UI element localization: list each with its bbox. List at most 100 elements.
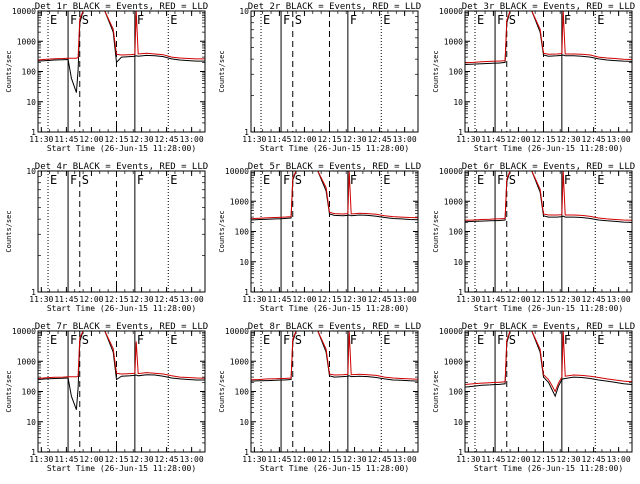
y-tick-label: 1 — [244, 128, 249, 137]
y-tick-label: 10000 — [439, 327, 463, 336]
y-tick-label: 100 — [449, 228, 464, 237]
x-tick-label: 13:00 — [393, 295, 417, 304]
x-tick-label: 12:45 — [155, 295, 179, 304]
y-axis-label: Counts/sec — [5, 50, 13, 92]
x-axis-label: Start Time (26-Jun-15 11:28:00) — [474, 144, 623, 153]
x-tick-label: 11:30 — [456, 455, 480, 464]
y-tick-label: 1000 — [230, 357, 249, 366]
panel-det-8: Det 8r BLACK = Events, RED = LLD Counts/s… — [218, 322, 421, 473]
marker-label: E — [50, 173, 57, 187]
y-tick-label: 100 — [22, 388, 37, 397]
series-events — [465, 11, 632, 65]
y-tick-label: 10000 — [225, 167, 249, 176]
marker-label: S — [82, 13, 89, 27]
x-tick-label: 11:45 — [481, 295, 505, 304]
x-axis-label: Start Time (26-Jun-15 11:28:00) — [474, 304, 623, 313]
marker-label: E — [597, 333, 604, 347]
y-axis-label: Counts/sec — [218, 210, 226, 252]
x-axis-label: Start Time (26-Jun-15 11:28:00) — [47, 304, 196, 313]
marker-label: E — [477, 333, 484, 347]
x-tick-label: 12:15 — [317, 455, 341, 464]
marker-label: E — [263, 333, 270, 347]
y-tick-label: 10000 — [225, 327, 249, 336]
panel-title: Det 2r BLACK = Events, RED = LLD — [248, 2, 421, 12]
y-tick-label: 1000 — [230, 197, 249, 206]
series-lld — [38, 331, 205, 379]
marker-label: F — [70, 13, 77, 27]
y-tick-label: 10 — [239, 7, 249, 16]
panel-det-3: Det 3r BLACK = Events, RED = LLD Counts/s… — [432, 2, 635, 153]
x-tick-label: 12:45 — [155, 455, 179, 464]
y-axis-label: Counts/sec — [432, 370, 440, 412]
panel-title: Det 5r BLACK = Events, RED = LLD — [248, 162, 421, 172]
y-tick-label: 1 — [458, 448, 463, 457]
marker-label: F — [497, 173, 504, 187]
marker-label: E — [263, 13, 270, 27]
series-lld — [465, 331, 632, 393]
panel-det-5: Det 5r BLACK = Events, RED = LLD Counts/s… — [218, 162, 421, 313]
x-tick-label: 11:45 — [481, 135, 505, 144]
marker-label: F — [350, 173, 357, 187]
y-tick-label: 100 — [235, 228, 250, 237]
marker-label: F — [564, 333, 571, 347]
x-axis-label: Start Time (26-Jun-15 11:28:00) — [260, 464, 409, 473]
y-tick-label: 1000 — [444, 357, 463, 366]
y-tick-label: 1 — [458, 288, 463, 297]
series-lld — [251, 171, 418, 220]
x-tick-label: 12:30 — [342, 455, 366, 464]
plot-frame — [250, 10, 419, 133]
marker-label: F — [283, 173, 290, 187]
panel-det-1: Det 1r BLACK = Events, RED = LLD Counts/s… — [5, 2, 208, 153]
marker-label: E — [170, 13, 177, 27]
marker-label: E — [383, 173, 390, 187]
x-tick-label: 12:00 — [506, 295, 530, 304]
plot-frame — [37, 10, 206, 133]
x-tick-label: 12:45 — [582, 295, 606, 304]
marker-label: S — [295, 333, 302, 347]
marker-label: E — [383, 13, 390, 27]
x-tick-label: 13:00 — [180, 455, 204, 464]
marker-label: F — [70, 333, 77, 347]
marker-label: S — [82, 333, 89, 347]
series-events — [465, 171, 632, 223]
x-tick-label: 12:30 — [129, 455, 153, 464]
x-tick-label: 12:15 — [531, 295, 555, 304]
series-events — [38, 331, 205, 410]
y-tick-label: 100 — [235, 388, 250, 397]
x-tick-label: 13:00 — [607, 455, 631, 464]
x-tick-label: 12:45 — [155, 135, 179, 144]
x-tick-label: 12:30 — [556, 295, 580, 304]
x-tick-label: 12:00 — [292, 295, 316, 304]
panel-title: Det 7r BLACK = Events, RED = LLD — [35, 322, 208, 332]
panel-title: Det 9r BLACK = Events, RED = LLD — [462, 322, 635, 332]
y-tick-label: 10 — [239, 258, 249, 267]
x-tick-label: 11:30 — [456, 295, 480, 304]
series-events — [465, 331, 632, 398]
y-tick-label: 10000 — [439, 7, 463, 16]
y-axis-label: Counts/sec — [432, 50, 440, 92]
x-axis-label: Start Time (26-Jun-15 11:28:00) — [47, 464, 196, 473]
marker-label: F — [70, 173, 77, 187]
marker-label: F — [283, 13, 290, 27]
y-tick-label: 10000 — [12, 327, 36, 336]
y-tick-label: 1 — [31, 448, 36, 457]
panel-title: Det 3r BLACK = Events, RED = LLD — [462, 2, 635, 12]
x-tick-label: 12:00 — [79, 295, 103, 304]
y-tick-label: 10 — [26, 418, 36, 427]
y-tick-label: 1 — [458, 128, 463, 137]
series-lld — [251, 331, 418, 381]
x-tick-label: 12:45 — [368, 455, 392, 464]
x-tick-label: 12:15 — [104, 295, 128, 304]
y-tick-label: 10 — [26, 167, 36, 176]
series-events — [251, 171, 418, 221]
y-tick-label: 10000 — [12, 7, 36, 16]
x-tick-label: 11:45 — [267, 295, 291, 304]
marker-label: S — [295, 173, 302, 187]
y-tick-label: 10 — [453, 258, 463, 267]
series-lld — [38, 11, 205, 61]
x-tick-label: 11:30 — [242, 295, 266, 304]
y-tick-label: 1 — [244, 288, 249, 297]
panel-det-4: Det 4r BLACK = Events, RED = LLD Counts/s… — [5, 162, 208, 313]
plot-frame — [250, 330, 419, 453]
